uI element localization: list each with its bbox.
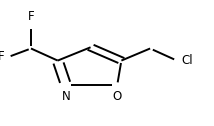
Text: F: F xyxy=(0,50,4,64)
Text: Cl: Cl xyxy=(181,54,193,67)
Text: O: O xyxy=(113,90,122,103)
Text: N: N xyxy=(62,90,70,103)
Text: F: F xyxy=(28,10,34,23)
